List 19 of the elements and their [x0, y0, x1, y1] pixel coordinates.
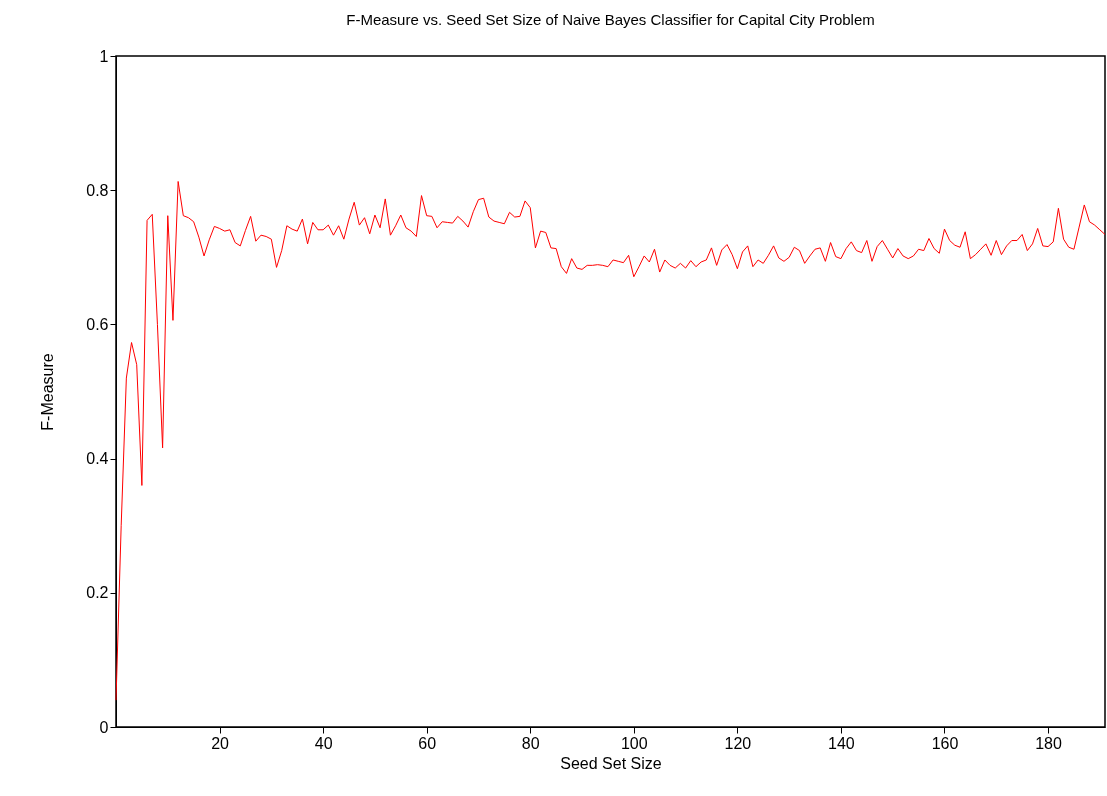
line-series	[115, 180, 1106, 701]
x-tick-label: 160	[931, 734, 959, 752]
y-tick-label: 1	[99, 47, 109, 65]
x-tick-label: 120	[724, 734, 752, 752]
y-tick-label: 0	[99, 718, 109, 736]
y-tick-label: 0.8	[86, 181, 109, 199]
x-tick-label: 140	[828, 734, 855, 752]
x-tick-label: 80	[521, 734, 540, 752]
x-tick-label: 20	[211, 734, 230, 752]
y-axis-title: F-Measure	[39, 353, 57, 431]
y-tick-label: 0.2	[86, 584, 109, 602]
x-tick-label: 60	[418, 734, 437, 752]
x-axis-title: Seed Set Size	[560, 754, 662, 772]
y-tick-label: 0.4	[86, 450, 109, 468]
chart-title: F-Measure vs. Seed Set Size of Naive Bayes Classifier for Capital City Problem	[346, 11, 875, 28]
x-tick-label: 40	[314, 734, 333, 752]
x-tick-label: 100	[620, 734, 648, 752]
y-tick-label: 0.6	[86, 315, 109, 333]
x-tick-label: 180	[1035, 734, 1062, 752]
